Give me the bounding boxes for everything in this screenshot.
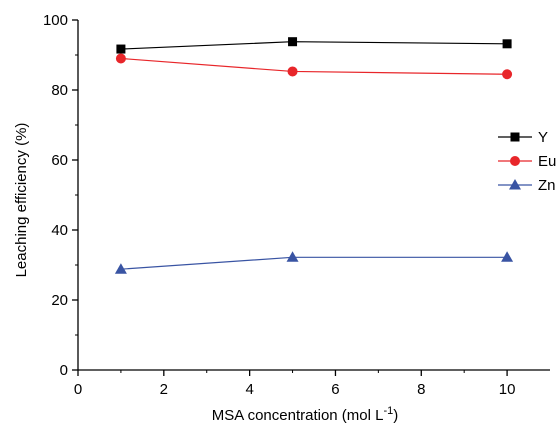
y-tick-label: 20 — [51, 292, 68, 309]
legend: Y Eu Zn — [498, 129, 556, 194]
data-point-eu — [287, 66, 298, 77]
data-point-y — [288, 37, 298, 47]
x-tick-label: 0 — [74, 381, 82, 398]
axes: 0 20 40 60 80 100 0 2 4 6 8 10 — [43, 12, 550, 398]
data-point-eu — [502, 69, 513, 80]
legend-label-zn: Zn — [538, 177, 556, 194]
series-eu — [115, 53, 513, 80]
legend-item-zn: Zn — [498, 177, 556, 194]
x-axis-title-end: ) — [393, 407, 398, 424]
x-axis-title-main: MSA concentration (mol L — [212, 407, 384, 424]
x-tick-label: 4 — [245, 381, 253, 398]
data-point-eu — [115, 53, 126, 64]
legend-label-eu: Eu — [538, 153, 556, 170]
legend-marker-eu — [510, 156, 520, 166]
data-point-zn — [114, 263, 127, 274]
data-point-zn — [286, 251, 299, 262]
series-y — [116, 37, 512, 54]
data-point-zn — [501, 251, 514, 262]
x-axis-title: MSA concentration (mol L-1) — [212, 405, 399, 424]
y-axis-title: Leaching efficiency (%) — [13, 123, 30, 278]
legend-item-eu: Eu — [498, 153, 556, 170]
x-axis-title-sup: -1 — [383, 405, 393, 417]
y-tick-label: 80 — [51, 82, 68, 99]
y-tick-label: 40 — [51, 222, 68, 239]
legend-marker-zn — [509, 179, 521, 190]
y-tick-label: 0 — [60, 362, 68, 379]
series-zn — [114, 251, 514, 274]
legend-label-y: Y — [538, 129, 548, 146]
x-tick-label: 2 — [160, 381, 168, 398]
legend-item-y: Y — [498, 129, 548, 146]
legend-marker-y — [510, 132, 520, 142]
x-tick-label: 6 — [331, 381, 339, 398]
y-tick-label: 100 — [43, 12, 68, 29]
data-point-y — [502, 39, 512, 49]
series-line-y — [120, 41, 508, 50]
y-tick-label: 60 — [51, 152, 68, 169]
x-tick-label: 8 — [417, 381, 425, 398]
series-line-zn — [120, 256, 508, 270]
series-layer — [114, 37, 514, 274]
series-line-eu — [120, 57, 508, 75]
data-point-y — [116, 44, 126, 54]
x-tick-label: 10 — [499, 381, 516, 398]
